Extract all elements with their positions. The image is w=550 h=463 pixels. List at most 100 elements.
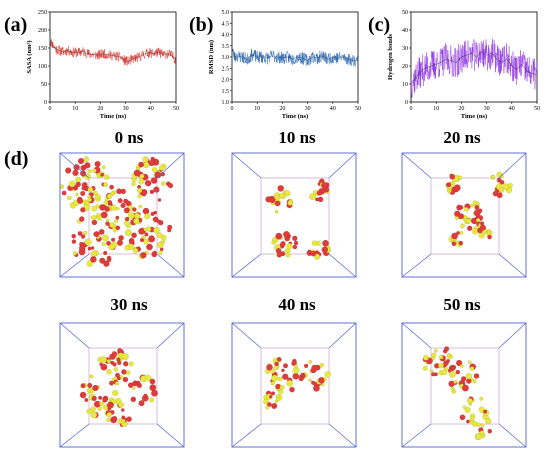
molecule-bead (81, 185, 87, 191)
y-tick-label: 30 (402, 46, 408, 52)
snapshot-box-30ns (59, 322, 185, 448)
molecule-bead (453, 379, 458, 384)
box-outer-face (401, 322, 527, 448)
molecule-bead (446, 182, 452, 188)
rmsd-chart: 1.0 1.5 2.0 2.5 3.0 3.5 4.0 4.5 5.0 0 10 20 30 40 50 Ti… (208, 10, 361, 120)
box-edge (231, 423, 262, 448)
molecule-bead (61, 190, 67, 196)
molecule-bead (460, 223, 465, 229)
snapshot-title-4: 40 ns (278, 295, 316, 314)
molecule-bead (90, 411, 98, 419)
molecule-bead (266, 364, 273, 371)
molecule-bead (284, 190, 291, 197)
molecule-bead (275, 394, 280, 399)
series-line-raw (231, 48, 359, 68)
molecule-bead (149, 189, 155, 195)
molecule-bead (466, 419, 470, 424)
box-outer-face (59, 322, 185, 448)
molecule-bead (127, 211, 135, 219)
molecule-bead (126, 416, 132, 422)
molecule-bead (75, 192, 79, 197)
box-inner-face (430, 347, 500, 425)
molecule-bead (139, 173, 145, 179)
molecule-bead (100, 356, 107, 363)
molecule-bead (276, 252, 282, 258)
molecule-bead (92, 168, 97, 173)
y-tick-label: 50 (41, 82, 47, 88)
x-tick-label: 10 (433, 106, 439, 112)
molecule-bead (100, 172, 105, 177)
box-edge (156, 423, 185, 448)
molecule-bead (124, 245, 130, 251)
molecule-bead (475, 433, 482, 440)
series-line-average (231, 47, 358, 61)
molecule-bead (276, 356, 282, 362)
y-axis-label: RMSD (nm) (208, 40, 215, 74)
molecule-bead (507, 182, 513, 189)
molecule-bead (108, 243, 115, 251)
molecule-bead (116, 357, 121, 362)
molecule-bead (308, 360, 313, 364)
box-edge (231, 253, 262, 278)
molecule-bead (121, 353, 129, 361)
molecule-bead (270, 381, 275, 386)
box-edge (498, 152, 527, 179)
panel-label-d: (d) (4, 148, 29, 170)
molecule-bead (115, 225, 121, 231)
molecule-bead (292, 244, 298, 250)
molecule-bead (157, 198, 162, 202)
box-edge (401, 253, 432, 278)
molecule-bead (423, 354, 429, 361)
molecule-bead (111, 237, 116, 242)
molecule-bead (98, 395, 103, 400)
molecule-bead (479, 224, 487, 231)
y-tick-label: 2.0 (222, 78, 230, 84)
box-edge (156, 253, 185, 278)
plot-frame (49, 11, 177, 103)
snapshot-box-50ns (401, 322, 527, 448)
molecule-bead (480, 423, 485, 428)
molecule-bead (95, 193, 101, 200)
molecule-bead (99, 257, 106, 264)
molecule-bead (473, 373, 480, 379)
x-tick-label: 30 (123, 106, 129, 112)
molecule-bead (112, 362, 117, 367)
molecule-bead (137, 194, 142, 199)
molecule-bead (83, 156, 90, 163)
molecule-bead (83, 230, 88, 235)
molecule-bead (90, 406, 96, 412)
box-edge (328, 152, 357, 179)
box-edge (231, 322, 262, 349)
molecule-bead (90, 256, 97, 263)
molecule-bead (103, 200, 109, 206)
molecule-bead (312, 384, 320, 392)
molecule-bead (485, 417, 492, 425)
molecule-bead (98, 229, 105, 235)
molecule-bead (448, 355, 453, 359)
molecule-bead (472, 228, 479, 235)
box-outer-face (231, 152, 357, 278)
molecule-bead (324, 371, 331, 378)
molecule-bead (144, 232, 149, 237)
molecule-bead (292, 235, 298, 242)
molecule-bead (458, 240, 463, 246)
molecule-bead (80, 234, 86, 239)
x-tick-label: 50 (173, 106, 179, 112)
molecule-bead (486, 230, 491, 234)
molecule-bead (467, 225, 473, 231)
molecule-bead (271, 374, 279, 382)
molecule-bead (280, 241, 286, 247)
molecule-bead (459, 364, 464, 368)
snapshot-box-0ns (59, 152, 185, 278)
molecule-bead (97, 406, 102, 411)
molecule-bead (130, 396, 137, 403)
plot-frame (410, 11, 538, 103)
molecule-bead (444, 346, 450, 352)
y-tick-label: 4.5 (222, 21, 230, 27)
y-tick-label: 40 (402, 28, 408, 34)
molecule-bead (457, 213, 465, 220)
box-outer-face (401, 152, 527, 278)
molecule-bead (158, 164, 165, 171)
molecule-bead (87, 194, 92, 199)
molecule-bead (289, 386, 295, 393)
